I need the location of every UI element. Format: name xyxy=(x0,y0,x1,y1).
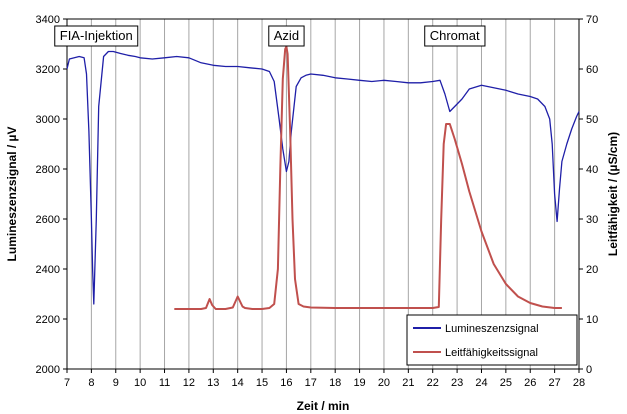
left-y-tick-label: 2600 xyxy=(36,214,60,226)
x-tick-label: 13 xyxy=(207,377,219,389)
annotation-label: FIA-Injektion xyxy=(60,28,133,43)
annotation-box xyxy=(424,25,486,47)
annotation-label: Chromat xyxy=(430,28,480,43)
x-tick-label: 17 xyxy=(305,377,317,389)
x-tick-label: 22 xyxy=(427,377,439,389)
x-tick-label: 26 xyxy=(524,377,536,389)
left-y-axis-title: Lumineszenzsignal / µV xyxy=(5,127,19,262)
right-y-axis-title: Leitfähigkeit / (µS/cm) xyxy=(606,132,620,256)
left-y-tick-label: 3000 xyxy=(36,114,60,126)
x-tick-label: 28 xyxy=(573,377,585,389)
annotation-label: Azid xyxy=(274,28,299,43)
annotations: FIA-Injektion Azid Chromat xyxy=(54,25,486,47)
x-axis-ticks: 7 8 9 10 11 12 13 14 15 16 17 18 19 20 21 22 23 24 25 26 27 2… xyxy=(64,369,585,389)
x-tick-label: 11 xyxy=(159,377,170,389)
annotation-box xyxy=(268,25,305,47)
x-tick-label: 27 xyxy=(548,377,560,389)
right-y-tick-label: 60 xyxy=(586,64,598,76)
left-y-tick-label: 3400 xyxy=(36,14,60,26)
x-tick-label: 12 xyxy=(183,377,195,389)
x-tick-label: 7 xyxy=(64,377,70,389)
annotation-box xyxy=(54,25,139,47)
x-tick-label: 14 xyxy=(232,377,244,389)
x-tick-label: 20 xyxy=(378,377,390,389)
series-line-0 xyxy=(66,50,580,305)
right-y-tick-label: 20 xyxy=(586,264,598,276)
right-y-tick-label: 40 xyxy=(586,164,598,176)
right-y-tick-label: 10 xyxy=(586,314,598,326)
legend-box xyxy=(406,314,578,366)
x-tick-label: 19 xyxy=(353,377,365,389)
left-y-tick-label: 2400 xyxy=(36,264,60,276)
left-y-axis-ticks: 2000 2200 2400 2600 2800 3000 3200 3400 xyxy=(36,14,67,376)
legend-label-lumineszenz: Lumineszenzsignal xyxy=(445,323,539,335)
series-group xyxy=(66,45,580,310)
x-tick-label: 18 xyxy=(329,377,341,389)
x-tick-label: 21 xyxy=(402,377,414,389)
left-y-tick-label: 2200 xyxy=(36,314,60,326)
x-tick-label: 23 xyxy=(451,377,463,389)
x-tick-label: 8 xyxy=(88,377,94,389)
x-tick-label: 25 xyxy=(500,377,512,389)
legend: Lumineszenzsignal Leitfähigkeitssignal xyxy=(406,314,578,366)
left-y-tick-label: 3200 xyxy=(36,64,60,76)
legend-label-leitfaehigkeit: Leitfähigkeitssignal xyxy=(445,347,538,359)
series-line-1 xyxy=(174,45,562,310)
right-y-tick-label: 30 xyxy=(586,214,598,226)
x-tick-label: 24 xyxy=(475,377,487,389)
right-y-tick-label: 0 xyxy=(586,364,592,376)
right-y-tick-label: 70 xyxy=(586,14,598,26)
x-tick-label: 15 xyxy=(256,377,268,389)
x-tick-label: 10 xyxy=(134,377,146,389)
right-y-axis-ticks: 0 10 20 30 40 50 60 70 xyxy=(579,14,598,376)
x-tick-label: 9 xyxy=(113,377,119,389)
plot-area-frame xyxy=(66,18,580,370)
left-y-tick-label: 2000 xyxy=(36,364,60,376)
x-axis-title: Zeit / min xyxy=(297,399,350,413)
left-y-tick-label: 2800 xyxy=(36,164,60,176)
x-tick-label: 16 xyxy=(280,377,292,389)
gridlines xyxy=(90,19,556,369)
right-y-tick-label: 50 xyxy=(586,114,598,126)
